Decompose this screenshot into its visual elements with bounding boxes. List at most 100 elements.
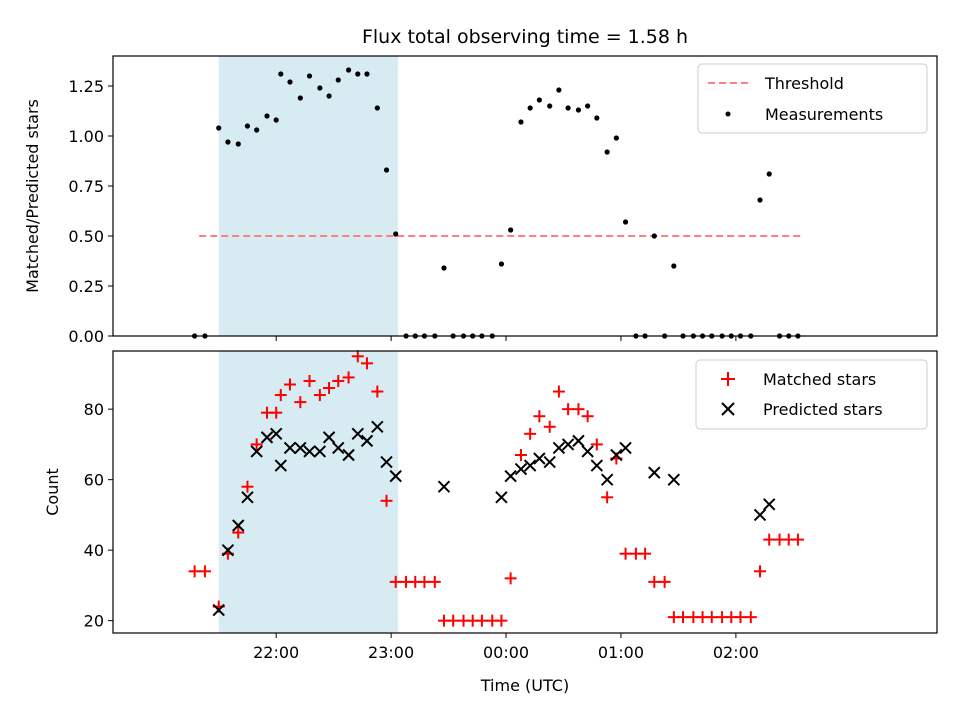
measurement-point (254, 127, 260, 133)
predicted-star-point (590, 459, 604, 472)
matched-star-point (658, 575, 671, 588)
measurement-point (671, 263, 677, 269)
measurement-point (355, 71, 361, 77)
matched-star-point (754, 565, 767, 578)
x-tick-label: 02:00 (713, 643, 759, 662)
matched-star-point (418, 575, 431, 588)
predicted-star-point (389, 469, 402, 483)
legend-measurements-marker (725, 111, 731, 117)
legend-threshold-label: Threshold (764, 74, 844, 93)
matched-star-point (677, 611, 690, 624)
legend-measurements-label: Measurements (765, 105, 883, 124)
matched-star-point (504, 572, 517, 585)
predicted-star-point (648, 466, 661, 479)
predicted-star-point (351, 427, 364, 441)
measurement-point (508, 227, 514, 233)
predicted-star-point (283, 441, 297, 455)
matched-star-point (791, 533, 804, 546)
predicted-star-point (552, 441, 566, 455)
matched-star-point (232, 526, 245, 539)
bottom-axes-frame (112, 350, 938, 634)
matched-star-point (313, 389, 326, 402)
top-y-axis-label: Matched/Predicted stars (23, 99, 42, 293)
matched-star-point (351, 350, 364, 363)
measurement-point (757, 197, 763, 203)
measurement-point (345, 67, 352, 73)
measurement-point (585, 103, 591, 109)
matched-star-point (428, 575, 441, 588)
measurement-point (441, 265, 447, 271)
measurement-point (297, 95, 303, 101)
predicted-star-point (322, 431, 336, 444)
predicted-star-point (221, 543, 235, 557)
measurement-point (216, 125, 222, 131)
matched-star-point (639, 547, 652, 560)
matched-star-point (447, 614, 460, 627)
predicted-star-point (495, 491, 508, 504)
measurement-point (556, 87, 562, 93)
predicted-star-point (232, 519, 245, 532)
measurement-point (604, 149, 610, 155)
predicted-star-point (360, 434, 374, 448)
matched-star-point (533, 410, 546, 423)
x-tick-label: 22:00 (253, 643, 299, 662)
predicted-star-point (380, 455, 393, 469)
predicted-star-point (274, 459, 287, 472)
predicted-star-point (572, 434, 585, 448)
matched-star-point (648, 575, 661, 588)
measurement-point (498, 261, 505, 267)
matched-star-point (371, 385, 384, 398)
measurement-point (383, 167, 390, 173)
x-tick-label: 00:00 (483, 643, 529, 662)
bottom-ytick-label: 40 (84, 541, 104, 560)
top-ytick-label: 1.25 (68, 77, 104, 96)
matched-star-point (495, 614, 508, 627)
measurement-point (273, 117, 279, 123)
legend-matched-label: Matched stars (763, 370, 876, 389)
matched-star-point (270, 406, 283, 419)
predicted-star-point (523, 459, 537, 472)
measurement-point (594, 115, 600, 121)
measurement-point (326, 93, 332, 99)
measurement-point (547, 103, 553, 109)
bottom-y-axis-label: Count (43, 468, 62, 516)
predicted-star-point (260, 431, 274, 444)
predicted-star-point (241, 491, 254, 504)
matched-star-point (590, 438, 603, 451)
measurement-point (364, 71, 370, 77)
matched-star-point (475, 614, 488, 627)
top-ytick-label: 1.00 (68, 127, 104, 146)
measurement-point (278, 71, 284, 77)
top-legend: Threshold Measurements (697, 63, 928, 134)
predicted-star-point (332, 441, 345, 455)
predicted-star-point (269, 427, 283, 441)
measurement-point (374, 105, 380, 111)
x-tick-label: 01:00 (598, 643, 644, 662)
matched-star-point (342, 371, 355, 384)
predicted-star-point (303, 445, 316, 458)
chart-title: Flux total observing time = 1.58 h (362, 26, 688, 48)
measurement-point (335, 77, 341, 83)
matched-star-point (572, 403, 585, 416)
predicted-star-point (600, 473, 614, 486)
matched-star-point (601, 491, 614, 504)
bottom-ytick-label: 60 (84, 471, 104, 490)
predicted-star-point (753, 508, 767, 522)
predicted-star-point (342, 448, 355, 462)
matched-star-point (380, 494, 393, 507)
matched-star-point (744, 611, 757, 624)
matched-star-point (294, 396, 307, 409)
measurement-point (575, 107, 582, 113)
matched-star-point (581, 410, 594, 423)
measurement-point (306, 73, 313, 79)
matched-star-point (188, 565, 201, 578)
measurement-point (317, 85, 323, 91)
legend-predicted-label: Predicted stars (763, 400, 883, 419)
top-axes-frame (112, 55, 938, 337)
measurement-point (565, 105, 571, 111)
matched-star-point (283, 378, 296, 391)
matched-star-point (619, 547, 632, 560)
measurement-point (393, 231, 399, 237)
matched-star-point (303, 374, 316, 387)
matched-star-point (514, 448, 527, 461)
